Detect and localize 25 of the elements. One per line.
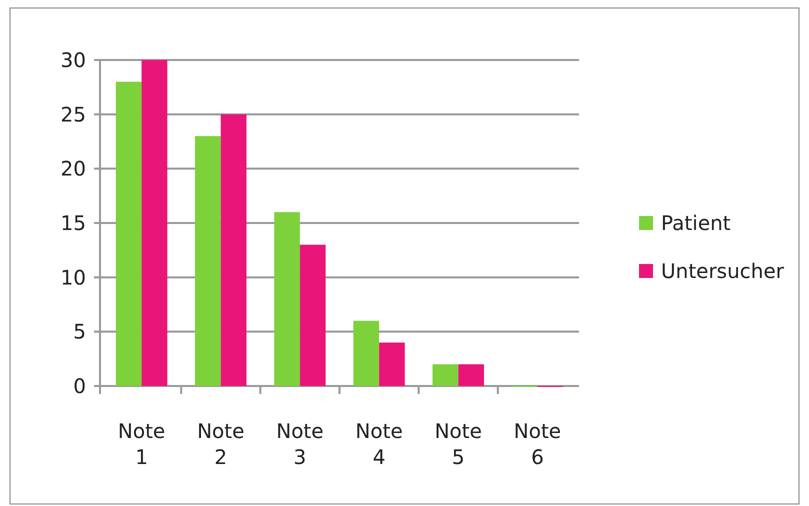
- y-tick-label: 15: [60, 211, 86, 235]
- bar: [353, 320, 380, 386]
- x-tick-label: Note 3: [276, 419, 324, 469]
- legend-label: Untersucher: [661, 259, 785, 283]
- y-tick-label: 30: [60, 48, 86, 72]
- legend-label: Patient: [661, 211, 731, 235]
- bar: [300, 244, 326, 386]
- y-tick-label: 0: [73, 374, 86, 398]
- x-tick-label: Note 5: [434, 419, 482, 469]
- y-tick-label: 10: [60, 265, 86, 290]
- y-tick-label: 25: [60, 102, 86, 126]
- x-tick-label: Note 6: [514, 419, 562, 469]
- x-tick-label: Note 1: [118, 419, 166, 469]
- y-tick-label: 5: [73, 320, 86, 344]
- bar: [274, 212, 300, 386]
- bar: [379, 342, 405, 386]
- bar: [432, 364, 458, 386]
- bar: [142, 60, 168, 386]
- bar: [220, 114, 246, 386]
- bar: [116, 82, 142, 386]
- bar: [195, 136, 221, 386]
- y-tick-label: 20: [60, 156, 86, 181]
- x-tick-label: Note 4: [355, 419, 403, 469]
- bar: [458, 364, 484, 386]
- x-tick-label: Note 2: [197, 419, 244, 469]
